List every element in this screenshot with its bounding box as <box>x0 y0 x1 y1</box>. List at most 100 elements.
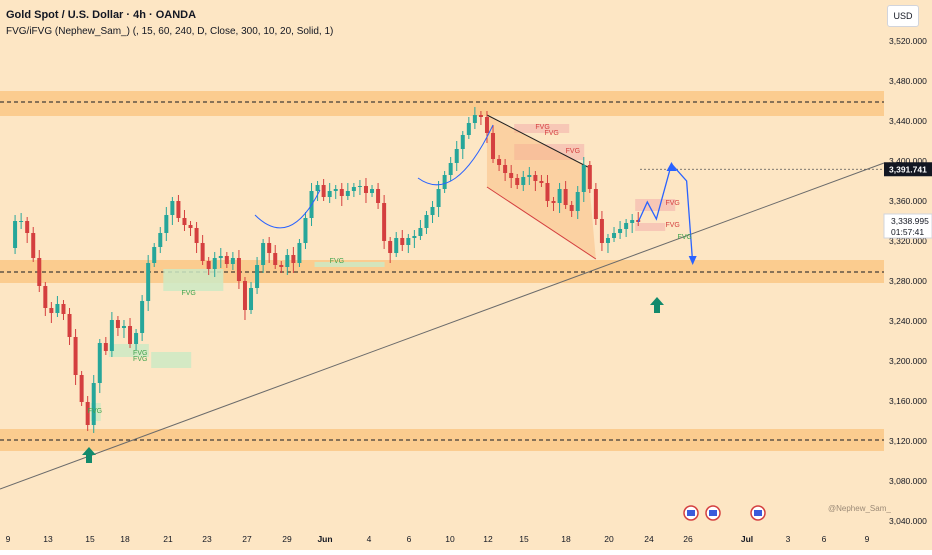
candle-body[interactable] <box>19 221 24 222</box>
candle-body[interactable] <box>527 175 532 177</box>
candle-body[interactable] <box>182 218 187 225</box>
candle-body[interactable] <box>255 265 260 288</box>
candle-body[interactable] <box>491 133 496 159</box>
candle-body[interactable] <box>460 135 465 149</box>
candle-body[interactable] <box>454 149 459 163</box>
candle-body[interactable] <box>436 189 441 207</box>
candle-body[interactable] <box>599 219 604 243</box>
candle-body[interactable] <box>67 314 72 337</box>
candle-body[interactable] <box>587 165 592 189</box>
buy-signal-arrow[interactable] <box>650 297 664 313</box>
candle-body[interactable] <box>412 236 417 238</box>
candle-body[interactable] <box>605 238 610 243</box>
candle-body[interactable] <box>327 191 332 197</box>
candle-body[interactable] <box>49 308 54 313</box>
ascending-trendline[interactable] <box>0 162 885 490</box>
candle-body[interactable] <box>612 233 617 238</box>
candle-body[interactable] <box>109 320 114 351</box>
candle-body[interactable] <box>236 258 241 281</box>
fvg-box[interactable] <box>514 124 570 133</box>
currency-button[interactable]: USD <box>887 5 919 27</box>
candle-body[interactable] <box>515 178 520 185</box>
fvg-box[interactable] <box>151 352 192 368</box>
candle-body[interactable] <box>170 201 175 215</box>
candle-body[interactable] <box>575 192 580 211</box>
candle-body[interactable] <box>581 165 586 192</box>
projection-path[interactable] <box>637 162 694 264</box>
candle-body[interactable] <box>261 243 266 265</box>
candle-body[interactable] <box>424 215 429 228</box>
candle-body[interactable] <box>285 255 290 267</box>
fvg-box[interactable] <box>108 344 149 357</box>
candle-body[interactable] <box>121 326 126 328</box>
candle-body[interactable] <box>394 238 399 253</box>
candle-body[interactable] <box>539 181 544 183</box>
candle-body[interactable] <box>164 215 169 233</box>
candle-body[interactable] <box>200 243 205 261</box>
candle-body[interactable] <box>224 256 229 264</box>
candle-body[interactable] <box>363 186 368 193</box>
candle-body[interactable] <box>13 221 18 248</box>
candle-body[interactable] <box>545 183 550 201</box>
candle-body[interactable] <box>128 326 133 344</box>
fvg-box[interactable] <box>314 262 385 267</box>
candle-body[interactable] <box>97 343 102 383</box>
candle-body[interactable] <box>230 258 235 264</box>
candle-body[interactable] <box>152 247 157 263</box>
candle-body[interactable] <box>267 243 272 253</box>
candle-body[interactable] <box>370 189 375 193</box>
channel-upper-line[interactable] <box>486 114 589 168</box>
candle-body[interactable] <box>478 115 483 117</box>
candle-body[interactable] <box>497 159 502 165</box>
candle-body[interactable] <box>85 402 90 425</box>
candle-body[interactable] <box>218 256 223 258</box>
candle-body[interactable] <box>146 263 151 301</box>
candle-body[interactable] <box>103 343 108 351</box>
marker-price-tag[interactable] <box>884 162 932 177</box>
candle-body[interactable] <box>400 238 405 245</box>
candle-body[interactable] <box>509 173 514 178</box>
candle-body[interactable] <box>291 255 296 263</box>
candle-body[interactable] <box>273 253 278 265</box>
candle-body[interactable] <box>430 207 435 215</box>
candle-body[interactable] <box>569 205 574 211</box>
candle-body[interactable] <box>557 189 562 203</box>
candle-body[interactable] <box>418 228 423 236</box>
channel-lower-line[interactable] <box>486 186 597 260</box>
candle-body[interactable] <box>37 258 42 286</box>
candle-body[interactable] <box>484 117 489 133</box>
candle-body[interactable] <box>472 115 477 123</box>
candle-body[interactable] <box>521 177 526 185</box>
candle-body[interactable] <box>630 220 635 223</box>
supply-demand-zone[interactable] <box>0 91 884 116</box>
candle-body[interactable] <box>43 286 48 308</box>
candle-body[interactable] <box>79 375 84 402</box>
candle-body[interactable] <box>140 301 145 333</box>
candle-body[interactable] <box>618 229 623 233</box>
candle-body[interactable] <box>533 175 538 181</box>
candle-body[interactable] <box>563 189 568 205</box>
candle-body[interactable] <box>297 243 302 263</box>
candle-body[interactable] <box>388 241 393 253</box>
candle-body[interactable] <box>503 165 508 173</box>
candle-body[interactable] <box>551 201 556 203</box>
current-price-tag[interactable] <box>883 213 932 239</box>
symbol-title[interactable]: Gold Spot / U.S. Dollar · 4h · OANDA <box>6 9 197 21</box>
candle-body[interactable] <box>91 383 96 425</box>
candle-body[interactable] <box>333 189 338 191</box>
indicator-legend[interactable]: FVG/iFVG (Nephew_Sam_) (, 15, 60, 240, D… <box>6 26 334 37</box>
candle-body[interactable] <box>188 225 193 228</box>
candle-body[interactable] <box>624 223 629 229</box>
candle-body[interactable] <box>315 185 320 191</box>
candle-body[interactable] <box>134 333 139 344</box>
swing-curve-arrow[interactable] <box>417 124 494 186</box>
candle-body[interactable] <box>279 265 284 267</box>
candle-body[interactable] <box>25 221 30 233</box>
candle-body[interactable] <box>206 261 211 269</box>
candle-body[interactable] <box>73 337 78 375</box>
buy-signal-arrow[interactable] <box>82 447 96 463</box>
candle-body[interactable] <box>357 186 362 187</box>
candle-body[interactable] <box>339 189 344 196</box>
candle-body[interactable] <box>466 123 471 135</box>
